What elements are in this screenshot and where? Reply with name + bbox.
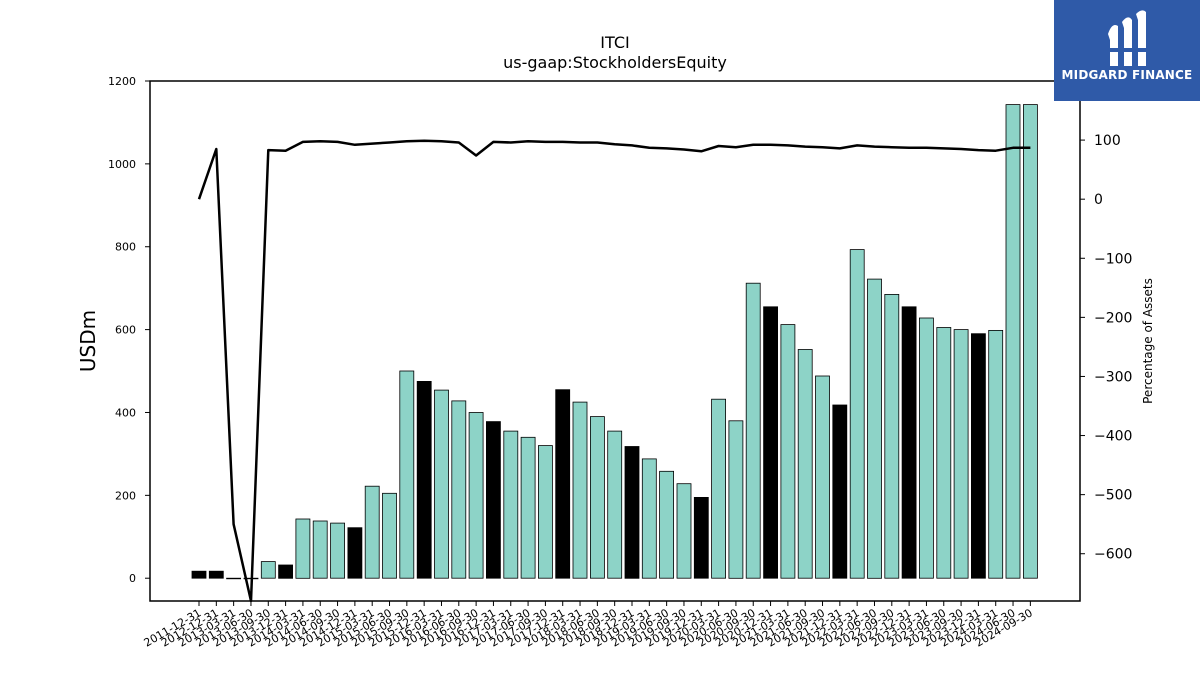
- bar-2023-03-31: [919, 317, 934, 579]
- bar-2014-12-31: [347, 527, 363, 579]
- bar-2024-06-30: [1005, 104, 1021, 579]
- bar-2022-12-31: [901, 306, 917, 579]
- bar-2019-06-30: [659, 470, 674, 579]
- y-tick-label: 200: [115, 489, 136, 502]
- bar-2017-12-31: [555, 389, 571, 579]
- bar-2020-03-31: [711, 398, 726, 579]
- y2-tick-label: −500: [1094, 488, 1132, 504]
- y-tick-label: 1000: [108, 158, 136, 171]
- bar-2015-09-30: [399, 370, 415, 579]
- y2-axis-label: Percentage of Assets: [1141, 278, 1155, 404]
- bar-2020-12-31: [763, 306, 778, 579]
- bar-2016-06-30: [451, 400, 467, 579]
- chart-subtitle: us-gaap:StockholdersEquity: [503, 53, 727, 72]
- y2-tick-label: 0: [1094, 192, 1103, 208]
- line-percentage-of-assets: [197, 139, 1031, 603]
- y2-tick-label: −200: [1094, 310, 1132, 326]
- bar-2021-09-30: [815, 375, 830, 579]
- bar-2023-12-31: [971, 333, 986, 579]
- bar-2021-03-31: [780, 324, 796, 579]
- bar-2013-09-30: [260, 561, 276, 579]
- bar-2024-09-30: [1023, 104, 1038, 579]
- chart-title: ITCI: [600, 33, 629, 52]
- bar-2021-12-31: [832, 404, 848, 579]
- y-tick-label: 600: [115, 324, 136, 337]
- bar-2011-12-31: [191, 570, 207, 579]
- y-tick-label: 800: [115, 241, 136, 254]
- y2-tick-label: −600: [1094, 547, 1132, 563]
- bar-2017-06-30: [520, 436, 536, 579]
- y2-tick-label: −400: [1094, 429, 1132, 445]
- bar-2023-09-30: [953, 329, 969, 579]
- bar-2023-06-30: [936, 327, 952, 579]
- bar-2014-06-30: [312, 520, 328, 579]
- bar-2013-12-31: [278, 564, 294, 579]
- y-axis-right: −600−500−400−300−200−1000100200: [1080, 74, 1132, 563]
- bar-2022-06-30: [867, 278, 882, 579]
- bar-2019-12-31: [693, 496, 709, 579]
- bar-2018-09-30: [607, 430, 623, 579]
- y-tick-label: 1200: [108, 75, 136, 88]
- bar-2017-03-31: [503, 430, 519, 579]
- logo: MIDGARD FINANCE: [1054, 0, 1200, 101]
- bar-2016-03-31: [434, 389, 449, 579]
- bar-2016-12-31: [485, 421, 501, 579]
- bar-2024-03-31: [988, 329, 1004, 579]
- bar-2015-06-30: [382, 492, 397, 579]
- y-tick-label: 0: [129, 572, 136, 585]
- y2-tick-label: 100: [1094, 133, 1121, 149]
- bar-2013-03-31: [226, 577, 242, 580]
- bar-2020-09-30: [745, 282, 761, 579]
- bar-2014-09-30: [330, 522, 346, 579]
- bar-2016-09-30: [468, 412, 484, 579]
- line-series: [197, 139, 1031, 603]
- bar-2019-09-30: [676, 483, 692, 579]
- bar-2021-06-30: [797, 349, 813, 579]
- bar-2012-12-31: [208, 570, 224, 579]
- bar-series: [191, 104, 1038, 580]
- y2-tick-label: −100: [1094, 251, 1132, 267]
- bar-2018-03-31: [572, 401, 588, 579]
- bar-2020-06-30: [728, 420, 744, 579]
- x-axis: 2011-12-312012-12-312013-03-312013-06-30…: [142, 601, 1035, 650]
- bar-2018-12-31: [624, 446, 640, 579]
- bar-2019-03-31: [641, 458, 657, 579]
- logo-text: MIDGARD FINANCE: [1061, 68, 1193, 82]
- y-axis-label: USDm: [76, 310, 100, 372]
- logo-mark-icon: [1106, 10, 1150, 66]
- y2-tick-label: −300: [1094, 369, 1132, 385]
- y-axis-left: 0 200 400 600 800 1000 1200: [108, 75, 150, 585]
- bar-2015-03-31: [364, 485, 380, 579]
- bar-2015-12-31: [416, 380, 432, 579]
- bar-2017-09-30: [538, 445, 553, 579]
- bar-2018-06-30: [590, 416, 605, 579]
- bar-2014-03-31: [295, 518, 311, 579]
- bar-2022-09-30: [884, 293, 900, 579]
- y-tick-label: 400: [115, 406, 136, 419]
- bar-2022-03-31: [849, 249, 865, 579]
